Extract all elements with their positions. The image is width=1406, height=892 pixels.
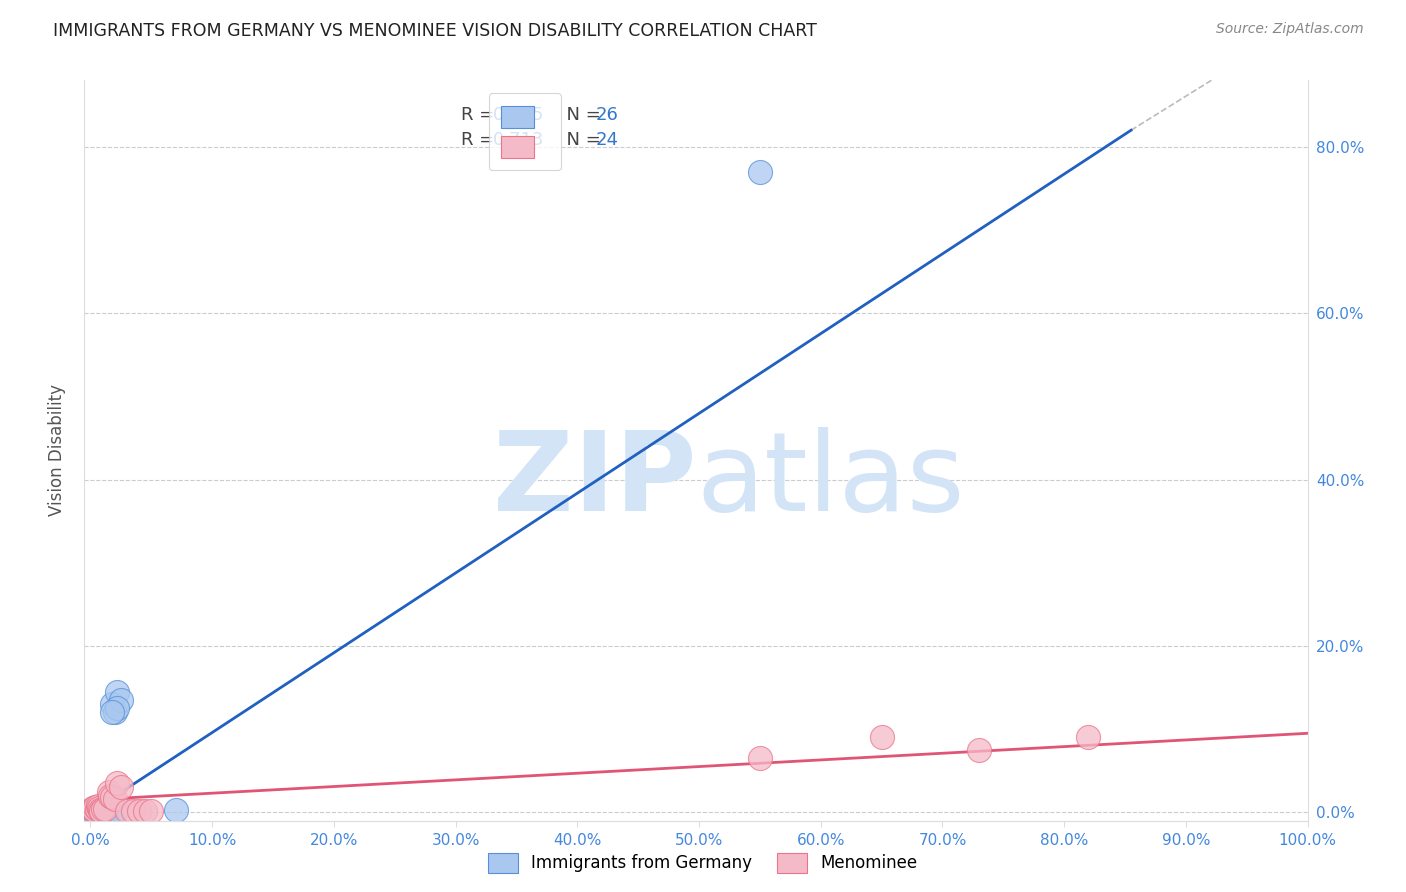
Point xyxy=(94,802,117,816)
Point xyxy=(82,801,104,815)
Text: 0.925: 0.925 xyxy=(494,106,544,124)
Point xyxy=(80,802,103,816)
Point xyxy=(134,804,156,818)
Text: R =: R = xyxy=(461,130,501,149)
Legend: , : , xyxy=(489,93,561,170)
Point xyxy=(87,799,110,814)
Point xyxy=(101,697,124,711)
Text: ZIP: ZIP xyxy=(492,426,696,533)
Point xyxy=(98,802,121,816)
Point xyxy=(86,802,108,816)
Point xyxy=(748,751,770,765)
Point xyxy=(870,731,893,745)
Point xyxy=(748,165,770,179)
Text: N =: N = xyxy=(555,106,607,124)
Text: Source: ZipAtlas.com: Source: ZipAtlas.com xyxy=(1216,22,1364,37)
Point xyxy=(101,790,124,805)
Text: 0.713: 0.713 xyxy=(494,130,544,149)
Point xyxy=(96,801,118,815)
Point xyxy=(84,804,107,818)
Point xyxy=(105,684,128,698)
Text: N =: N = xyxy=(555,130,607,149)
Point xyxy=(104,706,127,720)
Point xyxy=(101,706,124,720)
Point xyxy=(91,804,114,818)
Point xyxy=(86,803,108,817)
Text: IMMIGRANTS FROM GERMANY VS MENOMINEE VISION DISABILITY CORRELATION CHART: IMMIGRANTS FROM GERMANY VS MENOMINEE VIS… xyxy=(53,22,817,40)
Text: atlas: atlas xyxy=(696,426,965,533)
Point xyxy=(87,803,110,817)
Point xyxy=(141,804,163,818)
Point xyxy=(90,804,112,818)
Y-axis label: Vision Disability: Vision Disability xyxy=(48,384,66,516)
Point xyxy=(89,803,111,817)
Point xyxy=(96,803,118,817)
Point xyxy=(122,804,145,818)
Point xyxy=(1077,731,1099,745)
Point xyxy=(967,743,990,757)
Text: R =: R = xyxy=(461,106,501,124)
Point xyxy=(97,784,120,798)
Point xyxy=(83,803,105,817)
Point xyxy=(84,800,107,814)
Point xyxy=(165,803,187,817)
Text: 24: 24 xyxy=(596,130,619,149)
Point xyxy=(103,803,125,817)
Point xyxy=(90,804,112,818)
Point xyxy=(94,803,117,817)
Point xyxy=(105,701,128,715)
Point xyxy=(128,804,150,818)
Point xyxy=(104,792,127,806)
Point xyxy=(89,803,111,817)
Point xyxy=(110,780,132,795)
Point xyxy=(91,802,114,816)
Point xyxy=(110,693,132,707)
Legend: Immigrants from Germany, Menominee: Immigrants from Germany, Menominee xyxy=(481,847,925,880)
Point xyxy=(80,803,103,817)
Point xyxy=(87,804,110,818)
Point xyxy=(83,801,105,815)
Point xyxy=(105,776,128,790)
Point xyxy=(98,789,121,803)
Point xyxy=(97,801,120,815)
Point xyxy=(97,802,120,816)
Point xyxy=(82,802,104,816)
Point xyxy=(115,804,138,818)
Point xyxy=(87,801,110,815)
Point xyxy=(105,803,128,817)
Text: 26: 26 xyxy=(596,106,619,124)
